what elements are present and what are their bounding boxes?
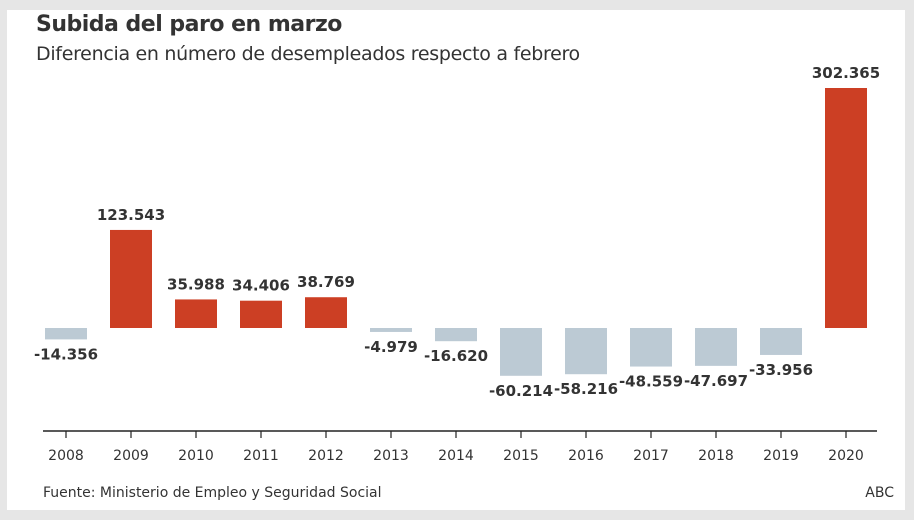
x-tick-label-2019: 2019 xyxy=(763,448,799,464)
source-note: Fuente: Ministerio de Empleo y Seguridad… xyxy=(43,485,382,501)
data-label-2009: 123.543 xyxy=(97,206,165,224)
x-tick-label-2013: 2013 xyxy=(373,448,409,464)
bar-2020 xyxy=(825,88,867,328)
data-label-2015: -60.214 xyxy=(489,382,553,400)
bar-2014 xyxy=(435,328,477,342)
x-tick-label-2014: 2014 xyxy=(438,448,474,464)
bar-2016 xyxy=(565,328,607,375)
bar-2019 xyxy=(760,328,802,355)
x-tick-label-2010: 2010 xyxy=(178,448,214,464)
data-label-2013: -4.979 xyxy=(364,338,418,356)
chart-subtitle: Diferencia en número de desempleados res… xyxy=(36,43,580,65)
data-label-2019: -33.956 xyxy=(749,361,813,379)
data-label-2011: 34.406 xyxy=(232,277,290,295)
x-tick-label-2017: 2017 xyxy=(633,448,669,464)
x-tick-label-2020: 2020 xyxy=(828,448,864,464)
chart-title: Subida del paro en marzo xyxy=(36,12,342,37)
x-tick-label-2008: 2008 xyxy=(48,448,84,464)
data-label-2016: -58.216 xyxy=(554,380,618,398)
bar-2013 xyxy=(370,328,412,332)
bar-2008 xyxy=(45,328,87,340)
chart-panel xyxy=(7,10,905,510)
x-tick-label-2011: 2011 xyxy=(243,448,279,464)
x-tick-label-2018: 2018 xyxy=(698,448,734,464)
bar-2015 xyxy=(500,328,542,376)
data-label-2008: -14.356 xyxy=(34,345,98,363)
x-tick-label-2009: 2009 xyxy=(113,448,149,464)
data-label-2014: -16.620 xyxy=(424,347,488,365)
bar-2010 xyxy=(175,299,217,328)
x-tick-label-2015: 2015 xyxy=(503,448,539,464)
bar-2018 xyxy=(695,328,737,366)
data-label-2020: 302.365 xyxy=(812,64,880,82)
data-label-2018: -47.697 xyxy=(684,372,748,390)
bar-2011 xyxy=(240,300,282,328)
data-label-2012: 38.769 xyxy=(297,273,355,291)
bar-2009 xyxy=(110,229,152,328)
data-label-2010: 35.988 xyxy=(167,275,225,293)
bar-2017 xyxy=(630,328,672,367)
x-tick-label-2016: 2016 xyxy=(568,448,604,464)
bar-2012 xyxy=(305,297,347,328)
x-tick-label-2012: 2012 xyxy=(308,448,344,464)
data-label-2017: -48.559 xyxy=(619,373,683,391)
credit: ABC xyxy=(865,485,894,501)
